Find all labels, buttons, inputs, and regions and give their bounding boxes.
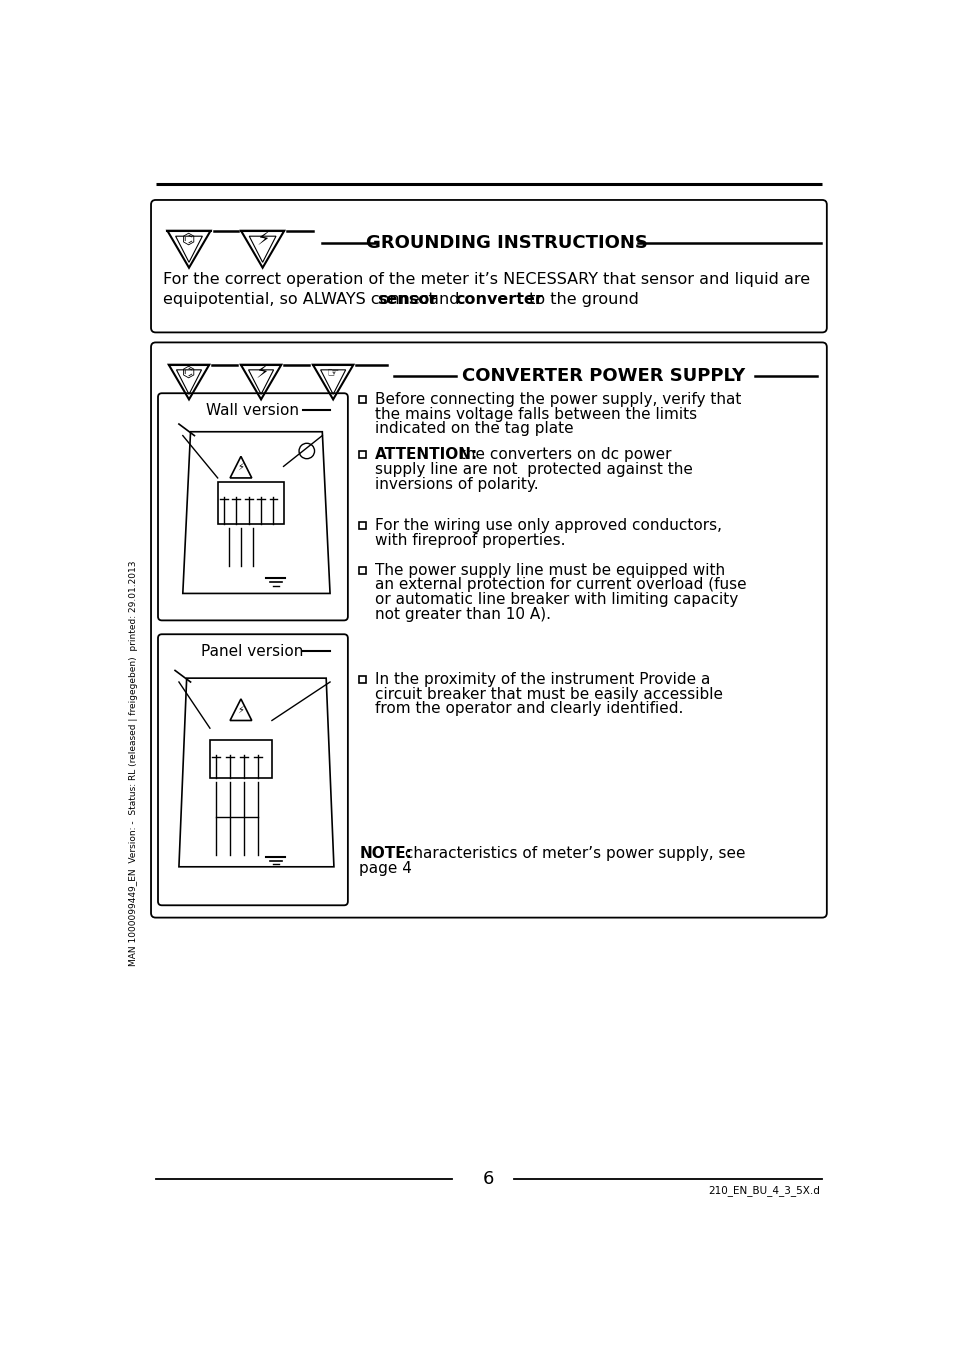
Text: ⚡: ⚡ — [254, 362, 269, 383]
Text: converter: converter — [455, 292, 543, 307]
Text: GROUNDING INSTRUCTIONS: GROUNDING INSTRUCTIONS — [365, 234, 647, 251]
Text: the mains voltage falls between the limits: the mains voltage falls between the limi… — [375, 407, 697, 422]
Text: 6: 6 — [483, 1169, 494, 1187]
Text: Wall version: Wall version — [206, 403, 298, 418]
Text: the converters on dc power: the converters on dc power — [455, 448, 671, 462]
Text: Before connecting the power supply, verify that: Before connecting the power supply, veri… — [375, 392, 740, 407]
Bar — [359, 676, 366, 683]
Text: ATTENTION:: ATTENTION: — [375, 448, 477, 462]
Text: not greater than 10 A).: not greater than 10 A). — [375, 607, 551, 622]
Text: In the proximity of the instrument Provide a: In the proximity of the instrument Provi… — [375, 672, 710, 687]
Text: and: and — [423, 292, 464, 307]
Text: ⚡: ⚡ — [237, 704, 244, 715]
FancyBboxPatch shape — [158, 393, 348, 621]
Bar — [359, 396, 366, 403]
Text: inversions of polarity.: inversions of polarity. — [375, 477, 538, 492]
Text: supply line are not  protected against the: supply line are not protected against th… — [375, 462, 692, 477]
Text: MAN 1000099449_EN  Version: -  Status: RL (released | freigegeben)  printed: 29.: MAN 1000099449_EN Version: - Status: RL … — [129, 560, 137, 965]
FancyBboxPatch shape — [151, 342, 826, 918]
Text: ⚡: ⚡ — [237, 462, 244, 472]
Bar — [359, 452, 366, 458]
Text: ⌬: ⌬ — [182, 231, 195, 247]
Text: equipotential, so ALWAYS connect: equipotential, so ALWAYS connect — [162, 292, 439, 307]
FancyBboxPatch shape — [151, 200, 826, 333]
Bar — [359, 566, 366, 573]
Text: an external protection for current overload (fuse: an external protection for current overl… — [375, 577, 746, 592]
Text: ⚡: ⚡ — [256, 230, 270, 249]
Text: ☞: ☞ — [327, 365, 339, 380]
Text: The power supply line must be equipped with: The power supply line must be equipped w… — [375, 562, 724, 577]
Text: 210_EN_BU_4_3_5X.d: 210_EN_BU_4_3_5X.d — [708, 1184, 820, 1195]
Text: CONVERTER POWER SUPPLY: CONVERTER POWER SUPPLY — [461, 368, 744, 385]
Text: characteristics of meter’s power supply, see: characteristics of meter’s power supply,… — [400, 846, 745, 861]
Text: with fireproof properties.: with fireproof properties. — [375, 533, 565, 548]
FancyBboxPatch shape — [158, 634, 348, 906]
Text: from the operator and clearly identified.: from the operator and clearly identified… — [375, 702, 682, 717]
Bar — [359, 522, 366, 529]
Text: indicated on the tag plate: indicated on the tag plate — [375, 422, 573, 437]
Text: sensor: sensor — [376, 292, 437, 307]
Text: For the correct operation of the meter it’s NECESSARY that sensor and liquid are: For the correct operation of the meter i… — [162, 272, 809, 287]
Text: page 4: page 4 — [359, 861, 412, 876]
Text: or automatic line breaker with limiting capacity: or automatic line breaker with limiting … — [375, 592, 738, 607]
Text: to the ground: to the ground — [523, 292, 638, 307]
Text: Panel version: Panel version — [201, 644, 303, 658]
Text: NOTE:: NOTE: — [359, 846, 412, 861]
Text: circuit breaker that must be easily accessible: circuit breaker that must be easily acce… — [375, 687, 722, 702]
Text: ⌬: ⌬ — [182, 365, 195, 380]
Bar — [217, 481, 283, 525]
Text: For the wiring use only approved conductors,: For the wiring use only approved conduct… — [375, 518, 721, 533]
Bar — [210, 740, 272, 779]
